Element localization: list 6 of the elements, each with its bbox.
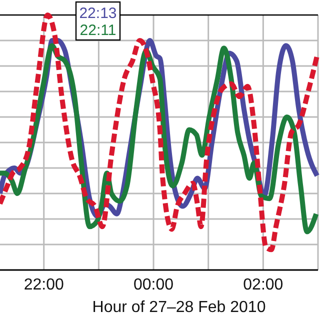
x-tick-label: 02:00 — [243, 276, 284, 294]
x-tick-label: 00:00 — [133, 276, 174, 294]
series-label: 22:13 — [79, 5, 117, 22]
x-axis-title: Hour of 27–28 Feb 2010 — [92, 299, 266, 316]
series-label: 22:11 — [80, 22, 116, 39]
x-tick-label: 22:00 — [24, 276, 64, 294]
